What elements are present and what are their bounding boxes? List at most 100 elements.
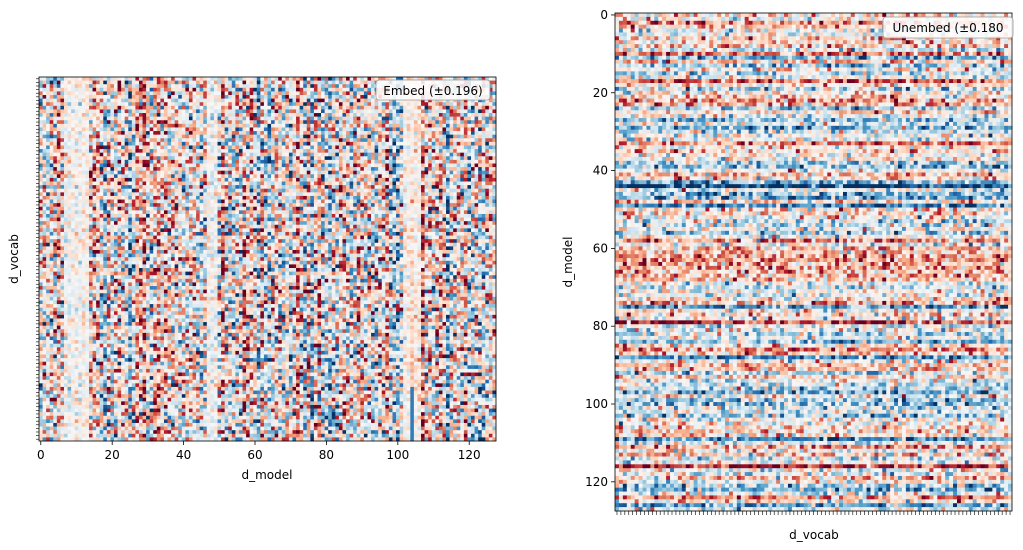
- heatmap-cell: [332, 81, 336, 85]
- heatmap-cell: [193, 164, 197, 168]
- heatmap-cell: [210, 113, 214, 117]
- heatmap-cell: [71, 145, 75, 149]
- heatmap-cell: [417, 113, 421, 117]
- heatmap-cell: [128, 145, 132, 149]
- heatmap-cell: [335, 196, 339, 200]
- heatmap-cell: [68, 145, 72, 149]
- heatmap-cell: [371, 142, 375, 146]
- heatmap-cell: [275, 200, 279, 204]
- heatmap-cell: [100, 88, 104, 92]
- heatmap-cell: [143, 120, 147, 124]
- heatmap-cell: [164, 109, 168, 113]
- heatmap-cell: [296, 153, 300, 157]
- heatmap-cell: [357, 135, 361, 139]
- heatmap-cell: [339, 117, 343, 121]
- heatmap-cell: [128, 81, 132, 85]
- heatmap-cell: [93, 149, 97, 153]
- heatmap-cell: [225, 135, 229, 139]
- heatmap-cell: [110, 200, 114, 204]
- heatmap-cell: [89, 167, 93, 171]
- heatmap-cell: [410, 106, 414, 110]
- heatmap-cell: [89, 145, 93, 149]
- heatmap-cell: [457, 171, 461, 175]
- heatmap-cell: [403, 124, 407, 128]
- heatmap-cell: [110, 77, 114, 81]
- heatmap-cell: [146, 156, 150, 160]
- heatmap-cell: [75, 102, 79, 106]
- heatmap-cell: [396, 138, 400, 142]
- heatmap-cell: [114, 167, 118, 171]
- heatmap-cell: [396, 185, 400, 189]
- heatmap-cell: [350, 117, 354, 121]
- heatmap-cell: [157, 174, 161, 178]
- heatmap-cell: [385, 196, 389, 200]
- heatmap-cell: [342, 156, 346, 160]
- heatmap-cell: [403, 117, 407, 121]
- heatmap-cell: [68, 200, 72, 204]
- heatmap-cell: [400, 174, 404, 178]
- heatmap-cell: [228, 171, 232, 175]
- heatmap-cell: [403, 156, 407, 160]
- heatmap-cell: [103, 106, 107, 110]
- heatmap-cell: [178, 127, 182, 131]
- heatmap-cell: [232, 131, 236, 135]
- heatmap-cell: [146, 131, 150, 135]
- heatmap-cell: [214, 203, 218, 207]
- heatmap-cell: [225, 189, 229, 193]
- heatmap-cell: [453, 178, 457, 182]
- heatmap-cell: [200, 153, 204, 157]
- heatmap-cell: [353, 81, 357, 85]
- heatmap-cell: [182, 160, 186, 164]
- heatmap-cell: [321, 153, 325, 157]
- heatmap-cell: [193, 77, 197, 81]
- heatmap-cell: [300, 182, 304, 186]
- heatmap-cell: [135, 203, 139, 207]
- heatmap-cell: [332, 138, 336, 142]
- heatmap-cell: [157, 109, 161, 113]
- heatmap-cell: [71, 88, 75, 92]
- heatmap-cell: [360, 102, 364, 106]
- heatmap-cell: [178, 131, 182, 135]
- heatmap-cell: [432, 135, 436, 139]
- heatmap-cell: [246, 106, 250, 110]
- heatmap-cell: [196, 164, 200, 168]
- heatmap-cell: [282, 156, 286, 160]
- heatmap-cell: [407, 153, 411, 157]
- heatmap-cell: [110, 207, 114, 211]
- heatmap-cell: [314, 174, 318, 178]
- heatmap-cell: [110, 120, 114, 124]
- heatmap-cell: [457, 210, 461, 214]
- heatmap-cell: [371, 160, 375, 164]
- heatmap-cell: [82, 149, 86, 153]
- heatmap-cell: [218, 185, 222, 189]
- heatmap-cell: [457, 131, 461, 135]
- heatmap-cell: [253, 167, 257, 171]
- heatmap-cell: [193, 207, 197, 211]
- heatmap-cell: [300, 156, 304, 160]
- heatmap-cell: [289, 117, 293, 121]
- heatmap-cell: [314, 106, 318, 110]
- heatmap-cell: [317, 189, 321, 193]
- heatmap-cell: [307, 99, 311, 103]
- heatmap-cell: [414, 135, 418, 139]
- heatmap-cell: [110, 174, 114, 178]
- heatmap-cell: [400, 113, 404, 117]
- heatmap-cell: [107, 102, 111, 106]
- heatmap-cell: [350, 182, 354, 186]
- heatmap-cell: [139, 77, 143, 81]
- heatmap-cell: [157, 117, 161, 121]
- heatmap-cell: [417, 210, 421, 214]
- heatmap-cell: [146, 196, 150, 200]
- heatmap-cell: [210, 174, 214, 178]
- heatmap-cell: [450, 153, 454, 157]
- heatmap-cell: [342, 178, 346, 182]
- heatmap-cell: [221, 149, 225, 153]
- heatmap-cell: [193, 214, 197, 218]
- heatmap-cell: [339, 127, 343, 131]
- heatmap-cell: [168, 196, 172, 200]
- heatmap-cell: [375, 153, 379, 157]
- heatmap-cell: [96, 91, 100, 95]
- heatmap-cell: [75, 124, 79, 128]
- heatmap-cell: [53, 124, 57, 128]
- heatmap-cell: [332, 145, 336, 149]
